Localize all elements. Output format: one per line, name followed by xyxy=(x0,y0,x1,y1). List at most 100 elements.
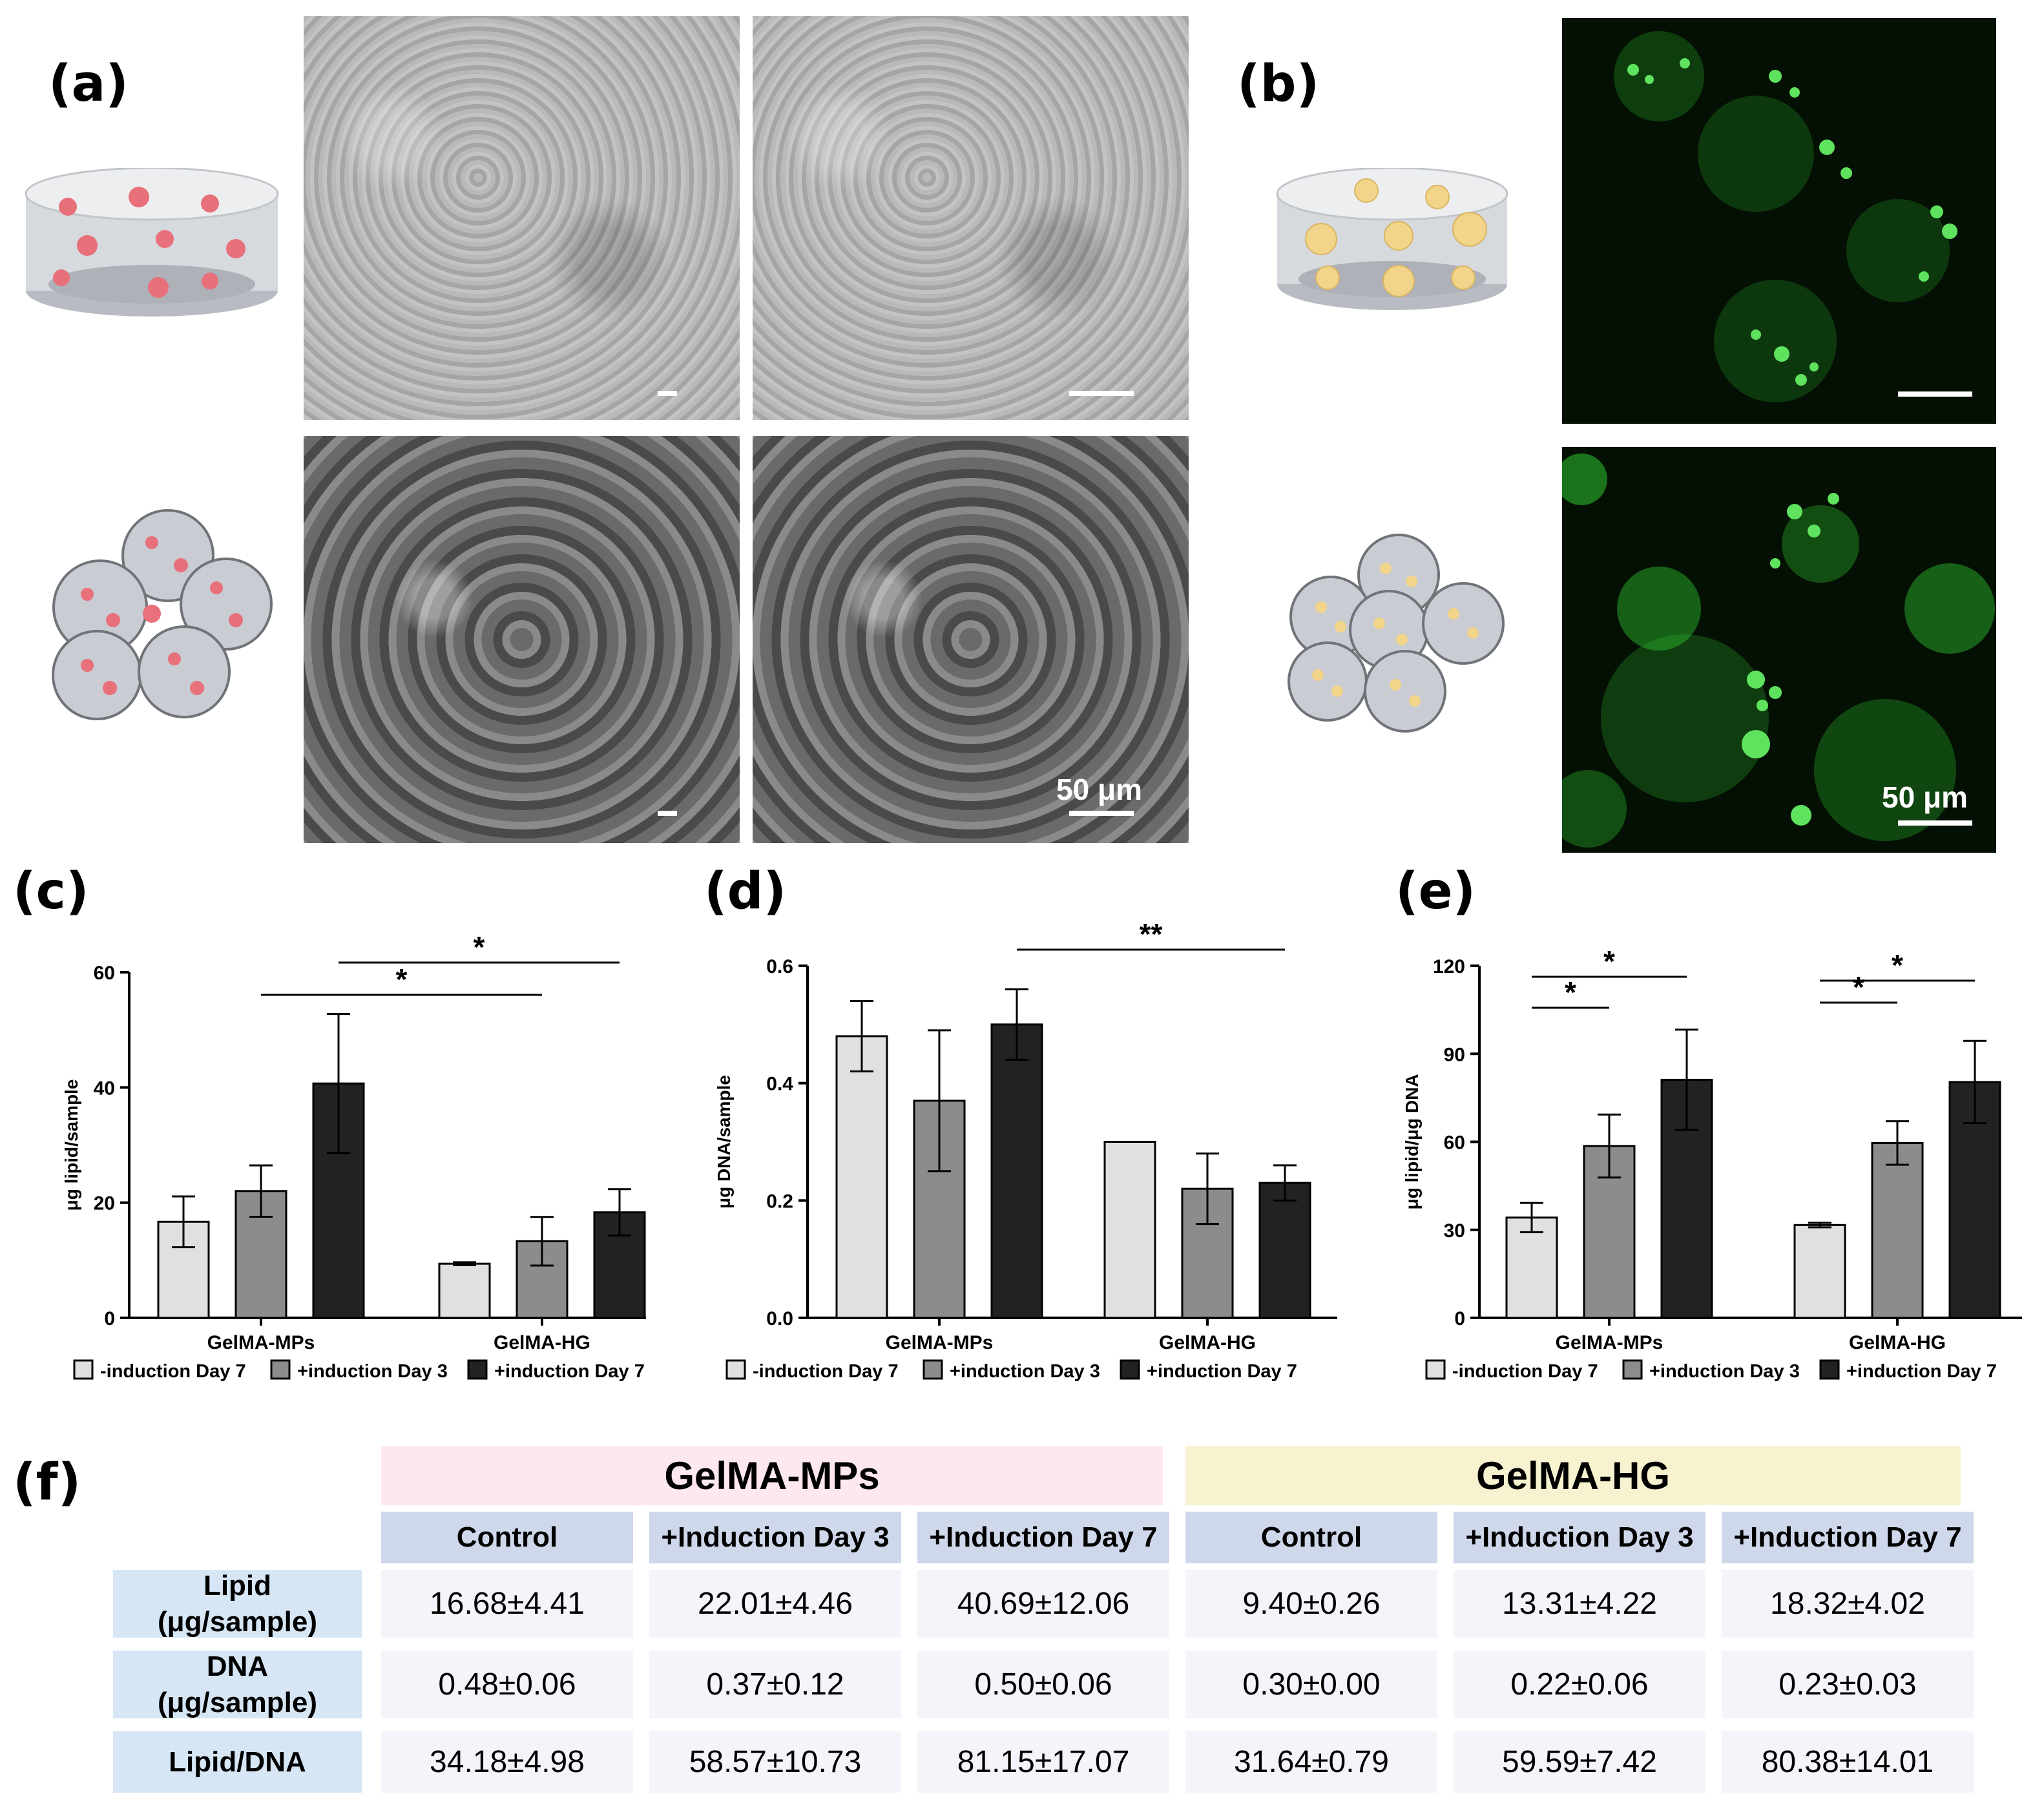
row-header-line: Lipid xyxy=(203,1569,272,1601)
significance-label: ** xyxy=(1140,917,1163,951)
table-cell: 81.15±17.07 xyxy=(917,1731,1169,1793)
table-cell: 40.69±12.06 xyxy=(917,1570,1169,1638)
panel-label-d: (d) xyxy=(704,862,787,921)
legend-label: +induction Day 7 xyxy=(494,1361,645,1382)
lipid-droplets xyxy=(1562,454,1995,848)
y-axis-label: μg lipid/μg DNA xyxy=(1402,1074,1422,1209)
table-cell: 0.23±0.03 xyxy=(1722,1651,1974,1718)
y-tick-label: 60 xyxy=(1444,1132,1465,1154)
legend-swatch xyxy=(923,1359,943,1380)
legend-swatch xyxy=(1622,1359,1643,1380)
table-column-header: +Induction Day 7 xyxy=(917,1512,1169,1563)
legend-label: -induction Day 7 xyxy=(753,1361,899,1382)
bar xyxy=(1871,1142,1924,1319)
y-tick-label: 0 xyxy=(1454,1308,1465,1329)
table-cell: 31.64±0.79 xyxy=(1185,1731,1437,1793)
scale-bar xyxy=(1069,391,1134,396)
table-cell: 0.30±0.00 xyxy=(1185,1651,1437,1718)
row-header-line: Lipid/DNA xyxy=(169,1746,306,1778)
x-tick-label: GelMA-HG xyxy=(1159,1332,1256,1353)
significance-label: * xyxy=(396,963,408,996)
scale-bar xyxy=(1898,820,1972,826)
legend-swatch xyxy=(270,1359,291,1380)
bar xyxy=(312,1082,365,1319)
fluorescence-micrograph-hg xyxy=(1562,18,1996,424)
micrograph-mps-high-mag: 50 μm xyxy=(753,436,1189,843)
legend-label: -induction Day 7 xyxy=(100,1361,246,1382)
scale-bar-label: 50 μm xyxy=(1882,780,1968,814)
y-tick-label: 120 xyxy=(1433,956,1465,977)
significance-label: * xyxy=(1603,944,1615,978)
table-cell: 22.01±4.46 xyxy=(649,1570,901,1638)
micrograph-mps-low-mag xyxy=(304,436,740,843)
hydrogel-lipid-illustration xyxy=(1276,168,1508,310)
legend-label: +induction Day 3 xyxy=(1649,1361,1800,1382)
x-tick-label: GelMA-MPs xyxy=(207,1332,315,1353)
legend-swatch xyxy=(1425,1359,1446,1380)
table-row-header: DNA (μg/sample) xyxy=(113,1651,362,1718)
micrograph-hg-high-mag xyxy=(753,16,1189,420)
table-column-header: +Induction Day 3 xyxy=(1454,1512,1705,1563)
bar xyxy=(990,1023,1043,1319)
scale-bar-label: 50 μm xyxy=(1056,773,1142,806)
row-header-line: DNA xyxy=(206,1650,269,1682)
table-cell: 18.32±4.02 xyxy=(1722,1570,1974,1638)
y-tick-label: 0.0 xyxy=(766,1308,793,1329)
table-column-header: Control xyxy=(1185,1512,1437,1563)
panel-label-e: (e) xyxy=(1395,862,1476,921)
legend-label: +induction Day 3 xyxy=(297,1361,448,1382)
fluorescence-micrograph-mps: 50 μm xyxy=(1562,447,1996,853)
lipid-droplets xyxy=(1614,31,1957,402)
microparticles-cells-illustration xyxy=(52,509,273,720)
table-cell: 13.31±4.22 xyxy=(1454,1570,1705,1638)
microparticles-lipid-illustration xyxy=(1288,534,1505,733)
table-cell: 0.50±0.06 xyxy=(917,1651,1169,1718)
y-tick-label: 20 xyxy=(94,1193,115,1215)
panel-label-f: (f) xyxy=(13,1454,81,1512)
row-header-unit: (μg/sample) xyxy=(158,1686,317,1718)
legend-swatch xyxy=(73,1359,94,1380)
table-group-header: GelMA-HG xyxy=(1185,1446,1961,1505)
y-tick-label: 0.6 xyxy=(766,956,793,977)
table-cell: 16.68±4.41 xyxy=(381,1570,633,1638)
bar xyxy=(1103,1141,1156,1319)
legend-swatch xyxy=(1819,1359,1840,1380)
scale-bar xyxy=(658,391,677,396)
legend-label: -induction Day 7 xyxy=(1452,1361,1598,1382)
legend-label: +induction Day 7 xyxy=(1147,1361,1297,1382)
panel-label-a: (a) xyxy=(48,55,129,113)
panel-label-c: (c) xyxy=(13,862,89,921)
bar xyxy=(1258,1182,1311,1319)
table-row-header: Lipid (μg/sample) xyxy=(113,1570,362,1638)
table-cell: 80.38±14.01 xyxy=(1722,1731,1974,1793)
table-cell: 0.48±0.06 xyxy=(381,1651,633,1718)
panel-label-b: (b) xyxy=(1237,55,1320,113)
table-row-header: Lipid/DNA xyxy=(113,1731,362,1793)
chart-lipid-per-sample: 0 20 40 60 μg lipid/sample GelMA-MPs GelMA-HG *… xyxy=(61,930,646,1382)
legend-swatch xyxy=(1120,1359,1140,1380)
bar xyxy=(1505,1216,1558,1319)
bar xyxy=(438,1262,491,1319)
table-cell: 9.40±0.26 xyxy=(1185,1570,1437,1638)
y-axis-label: μg DNA/sample xyxy=(714,1075,734,1209)
scale-bar xyxy=(1069,811,1134,816)
significance-label: * xyxy=(1892,948,1903,982)
chart-dna-per-sample: 0.0 0.2 0.4 0.6 μg DNA/sample GelMA-MPs GelMA-… xyxy=(714,917,1337,1382)
scale-bar xyxy=(1898,391,1972,397)
table-cell: 59.59±7.42 xyxy=(1454,1731,1705,1793)
chart-lipid-per-dna: 0 30 60 90 120 μg lipid/μg DNA GelMA-MPs GelMA-… xyxy=(1402,944,2022,1382)
micrograph-hg-low-mag xyxy=(304,16,740,420)
row-header-unit: (μg/sample) xyxy=(158,1605,317,1638)
y-tick-label: 60 xyxy=(94,963,115,984)
table-group-header: GelMA-MPs xyxy=(381,1446,1163,1505)
y-tick-label: 40 xyxy=(94,1078,115,1099)
significance-label: * xyxy=(1853,970,1864,1004)
bar xyxy=(835,1035,888,1319)
y-tick-label: 90 xyxy=(1444,1044,1465,1065)
table-cell: 0.37±0.12 xyxy=(649,1651,901,1718)
y-tick-label: 0 xyxy=(104,1308,115,1329)
significance-label: * xyxy=(1565,975,1576,1009)
significance-label: * xyxy=(474,930,485,964)
x-tick-label: GelMA-MPs xyxy=(886,1332,994,1353)
y-tick-label: 0.2 xyxy=(766,1191,793,1212)
